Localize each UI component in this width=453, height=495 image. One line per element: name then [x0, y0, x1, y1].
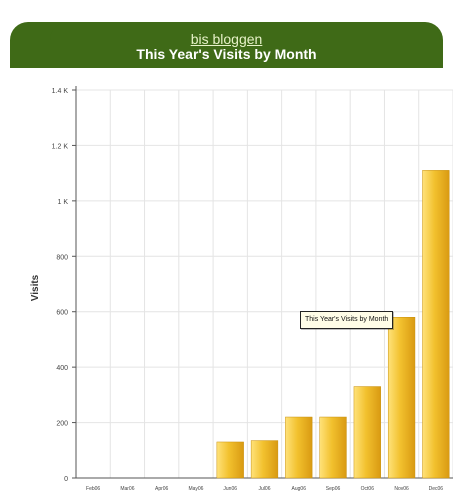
y-tick-label: 1 K	[57, 199, 68, 206]
y-tick-label: 400	[56, 365, 68, 372]
bar	[285, 416, 313, 479]
bar	[422, 170, 450, 479]
x-tick-label: Sep06	[326, 486, 341, 492]
x-tick-label: Oct06	[361, 486, 375, 492]
x-tick-label: Jun06	[223, 486, 237, 492]
x-tick-label: Feb06	[86, 486, 100, 492]
x-tick-label: Apr06	[155, 486, 169, 492]
y-tick-label: 800	[56, 254, 68, 261]
bar	[353, 386, 381, 479]
bar	[250, 440, 279, 479]
blog-name-link[interactable]: bis bloggen	[190, 31, 263, 47]
x-tick-label: Aug06	[292, 486, 307, 492]
chart-header	[10, 22, 443, 68]
x-tick-label: Jul06	[259, 486, 271, 492]
chart-title: This Year's Visits by Month	[136, 46, 317, 62]
bar	[387, 317, 416, 479]
y-tick-label: 600	[56, 310, 68, 317]
chart-header-top	[50, 22, 440, 40]
x-tick-label: Mar06	[120, 486, 134, 492]
x-tick-label: May06	[188, 486, 203, 492]
y-tick-label: 200	[56, 421, 68, 428]
x-tick-label: Dec06	[429, 486, 444, 492]
bar	[216, 441, 244, 479]
x-tick-label: Nov06	[394, 486, 409, 492]
y-tick-label: 1.2 K	[52, 143, 69, 150]
y-tick-label: 1.4 K	[52, 88, 69, 95]
y-tick-label: 0	[64, 476, 68, 483]
chart-tooltip: This Year's Visits by Month	[300, 311, 394, 329]
y-axis-title: Visits	[30, 274, 41, 301]
bar	[319, 416, 347, 479]
